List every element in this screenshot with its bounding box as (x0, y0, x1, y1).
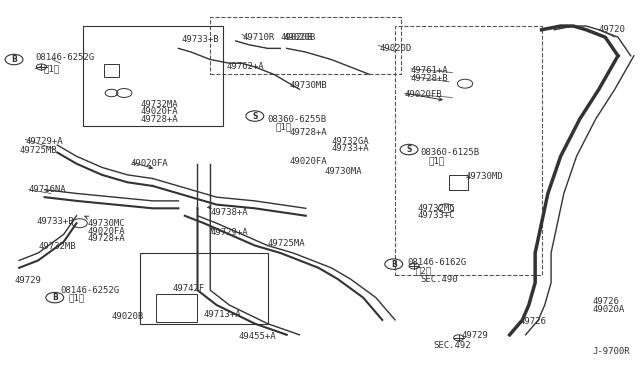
Text: （1）: （1） (44, 64, 60, 73)
Text: 49020FA: 49020FA (88, 227, 125, 236)
Text: 49020B: 49020B (280, 33, 312, 42)
Text: B: B (391, 260, 397, 269)
Text: 08360-6125B: 08360-6125B (420, 148, 479, 157)
Text: 49020A: 49020A (593, 305, 625, 314)
Text: 49732GA: 49732GA (332, 137, 369, 146)
Text: S: S (406, 145, 412, 154)
Text: 49733+B: 49733+B (37, 217, 75, 226)
Text: 49729: 49729 (14, 276, 41, 285)
Text: 08146-6252G: 08146-6252G (35, 53, 94, 62)
Text: 49729+A: 49729+A (211, 228, 248, 237)
Text: 49729+A: 49729+A (26, 137, 63, 146)
Text: 49725MA: 49725MA (268, 239, 305, 248)
Text: 49710R: 49710R (242, 33, 275, 42)
Text: SEC.490: SEC.490 (420, 275, 458, 283)
Text: （1）: （1） (428, 156, 444, 165)
Text: 49728+A: 49728+A (140, 115, 178, 124)
Bar (83, 26, 223, 126)
Text: 08146-6252G: 08146-6252G (61, 286, 120, 295)
Text: 49020FA: 49020FA (131, 159, 168, 168)
Text: J-9700R: J-9700R (593, 347, 630, 356)
Text: 49713+A: 49713+A (204, 310, 241, 319)
Text: （2）: （2） (415, 266, 431, 275)
Text: 49732MB: 49732MB (38, 242, 76, 251)
Text: 08360-6255B: 08360-6255B (268, 115, 326, 124)
Text: 49730MC: 49730MC (88, 219, 125, 228)
Text: 08146-6162G: 08146-6162G (408, 258, 467, 267)
Text: 49455+A: 49455+A (239, 332, 276, 341)
Text: B: B (11, 55, 17, 64)
Text: 49761+A: 49761+A (411, 66, 449, 75)
Text: 49020B: 49020B (284, 33, 316, 42)
Text: 49730MA: 49730MA (325, 167, 362, 176)
Text: 49720: 49720 (599, 25, 626, 34)
Text: 49733+C: 49733+C (417, 211, 455, 220)
Text: 49020FA: 49020FA (140, 107, 178, 116)
Bar (156, 294, 198, 322)
Text: 49020D: 49020D (379, 44, 412, 53)
Text: 49762+A: 49762+A (226, 62, 264, 71)
Text: 49730MB: 49730MB (290, 81, 328, 90)
Text: 49729: 49729 (462, 331, 489, 340)
Text: S: S (252, 112, 257, 121)
Text: 49733+A: 49733+A (332, 144, 369, 153)
Text: 49732MC: 49732MC (417, 204, 455, 213)
Text: 49728+A: 49728+A (88, 234, 125, 243)
Text: 49726: 49726 (593, 297, 620, 306)
Text: 49716NA: 49716NA (29, 185, 67, 194)
Bar (395, 26, 541, 275)
Text: （1）: （1） (275, 122, 291, 131)
Text: 49726: 49726 (519, 317, 546, 326)
Bar (104, 64, 120, 77)
Bar (211, 17, 401, 74)
Text: 49742F: 49742F (172, 284, 204, 293)
Text: SEC.492: SEC.492 (433, 341, 471, 350)
Bar (449, 175, 468, 190)
Bar (140, 253, 268, 324)
Text: 49020FA: 49020FA (290, 157, 328, 166)
Text: 49728+A: 49728+A (290, 128, 328, 137)
Text: 49730MD: 49730MD (465, 172, 502, 181)
Text: 49728+B: 49728+B (411, 74, 449, 83)
Text: （1）: （1） (69, 293, 85, 302)
Text: B: B (52, 293, 58, 302)
Text: 49020B: 49020B (111, 312, 144, 321)
Text: 49738+A: 49738+A (211, 208, 248, 217)
Text: 49733+B: 49733+B (182, 35, 219, 44)
Text: 49725MB: 49725MB (19, 146, 57, 155)
Text: 49732MA: 49732MA (140, 100, 178, 109)
Text: 49020FB: 49020FB (404, 90, 442, 99)
